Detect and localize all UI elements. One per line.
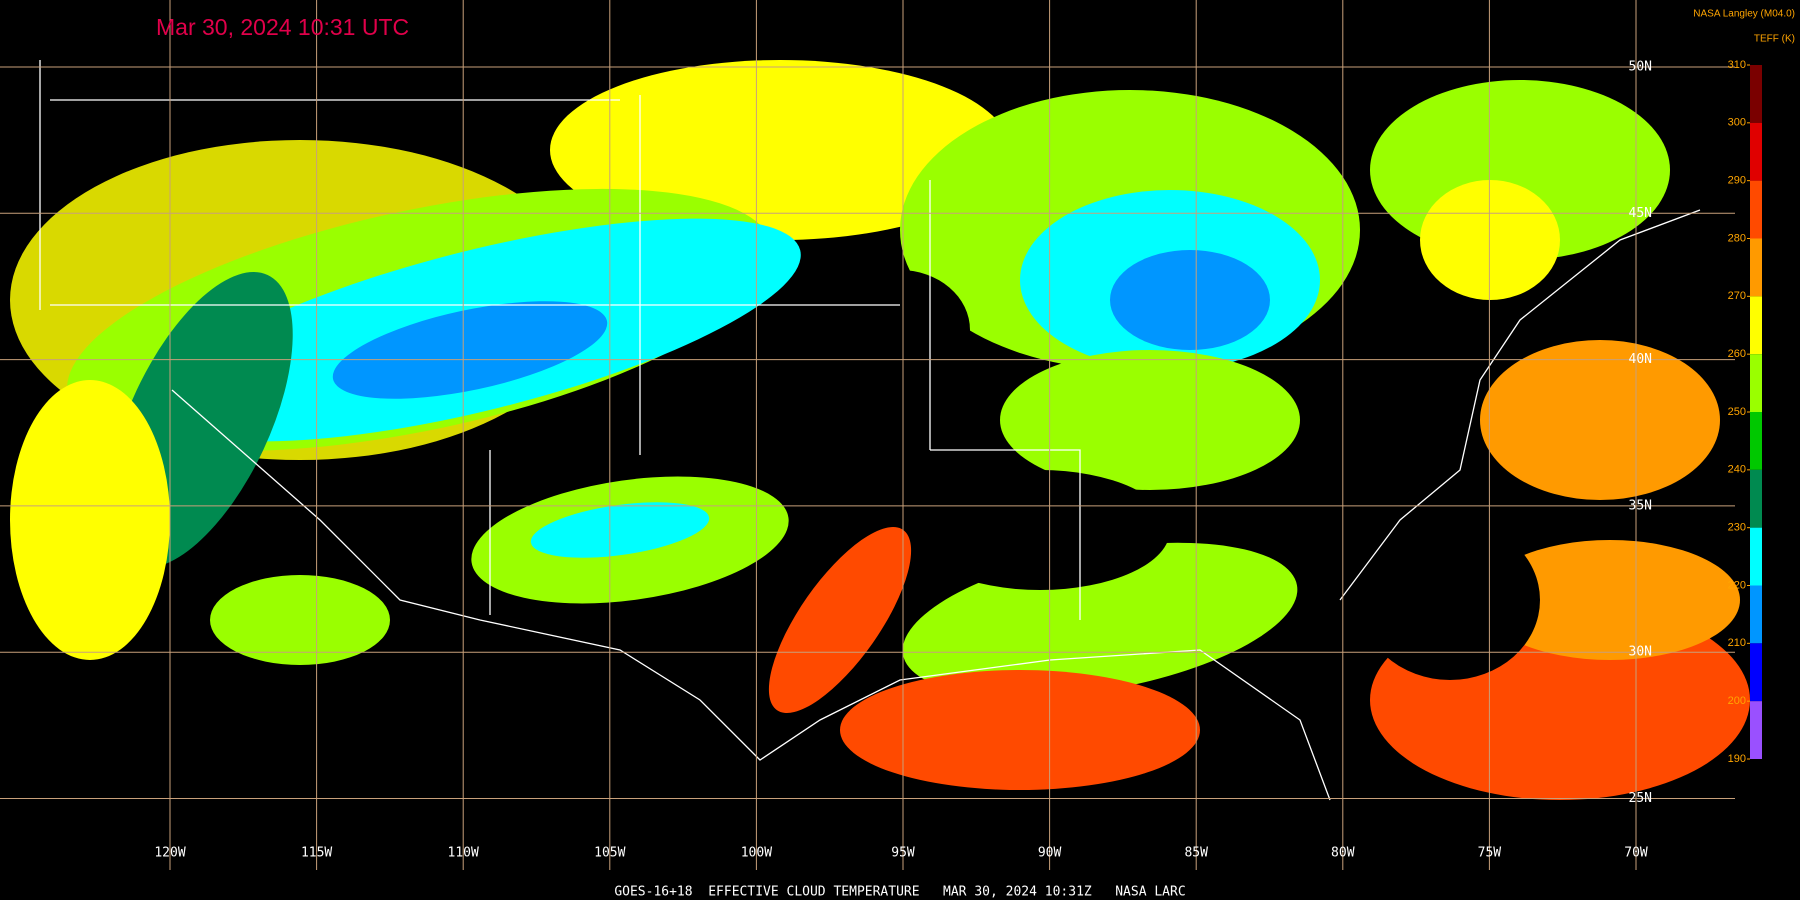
longitude-label: 75W: [1478, 846, 1502, 861]
colorbar-tick-label: 270: [1728, 290, 1746, 302]
colorbar-tick-label: 300: [1728, 117, 1746, 129]
credit: NASA Langley (M04.0): [1693, 9, 1795, 20]
colorbar-label: TEFF (K): [1754, 34, 1795, 45]
longitude-label: 100W: [741, 846, 772, 861]
colorbar-segment: [1750, 296, 1762, 355]
cloud-imagery: [10, 60, 1750, 800]
colorbar-segment: [1750, 412, 1762, 470]
colorbar-tick-label: 240: [1728, 464, 1746, 476]
longitude-label: 90W: [1038, 846, 1062, 861]
borders: [39, 60, 1701, 801]
colorbar-tick-label: 190: [1728, 753, 1746, 765]
colorbar-segment: [1750, 65, 1762, 123]
latitude-label: 40N: [1629, 352, 1652, 367]
footer: GOES-16+18 EFFECTIVE CLOUD TEMPERATURE M…: [614, 885, 1185, 900]
longitude-label: 105W: [594, 846, 625, 861]
colorbar-segment: [1750, 180, 1762, 239]
colorbar-segment: [1750, 122, 1762, 181]
longitude-label: 85W: [1184, 846, 1208, 861]
latitude-label: 30N: [1629, 645, 1652, 660]
longitude-label: 120W: [154, 846, 185, 861]
colorbar-segment: [1750, 643, 1762, 702]
latitude-label: 35N: [1629, 498, 1652, 513]
colorbar-tick-label: 200: [1728, 695, 1746, 707]
colorbar-segment: [1750, 469, 1762, 528]
longitude-label: 95W: [891, 846, 915, 861]
colorbar-tick-label: 220: [1728, 579, 1746, 591]
latitude-label: 45N: [1629, 206, 1652, 221]
longitude-label: 70W: [1624, 846, 1648, 861]
colorbar-tick-label: 280: [1728, 232, 1746, 244]
colorbar-tick-label: 260: [1728, 348, 1746, 360]
colorbar-tick-label: 290: [1728, 175, 1746, 187]
longitude-label: 110W: [448, 846, 479, 861]
longitude-label: 115W: [301, 846, 332, 861]
colorbar: 310 300 290 280 270 260 250 240 230 220 210 200 190: [1728, 59, 1762, 765]
colorbar-segment: [1750, 585, 1762, 644]
colorbar-segment: [1750, 354, 1762, 412]
colorbar-tick-label: 250: [1728, 406, 1746, 418]
graticule: 120W 115W 110W 105W 100W 95W 90W 85W 80W 75W 70W 50…: [0, 0, 1735, 870]
map-title: Mar 30, 2024 10:31 UTC: [156, 14, 409, 40]
colorbar-segment: [1750, 238, 1762, 297]
colorbar-tick-label: 230: [1728, 522, 1746, 534]
latitude-label: 25N: [1629, 791, 1652, 806]
colorbar-segment: [1750, 701, 1762, 759]
longitude-label: 80W: [1331, 846, 1355, 861]
latitude-label: 50N: [1629, 60, 1652, 75]
colorbar-tick-label: 210: [1728, 637, 1746, 649]
colorbar-tick-label: 310: [1728, 59, 1746, 71]
colorbar-segment: [1750, 527, 1762, 586]
